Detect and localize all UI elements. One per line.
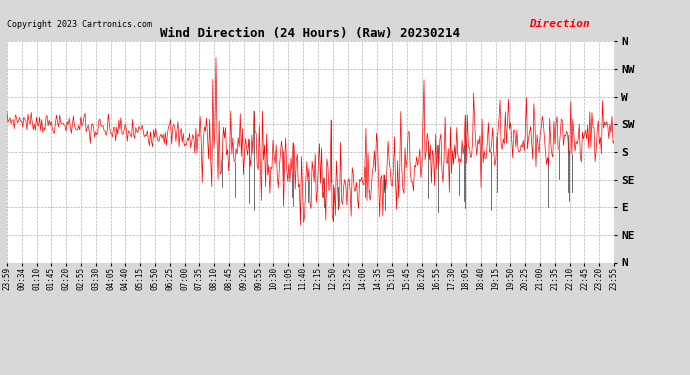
Text: Direction: Direction xyxy=(529,19,590,29)
Text: Copyright 2023 Cartronics.com: Copyright 2023 Cartronics.com xyxy=(7,20,152,29)
Title: Wind Direction (24 Hours) (Raw) 20230214: Wind Direction (24 Hours) (Raw) 20230214 xyxy=(161,27,460,40)
